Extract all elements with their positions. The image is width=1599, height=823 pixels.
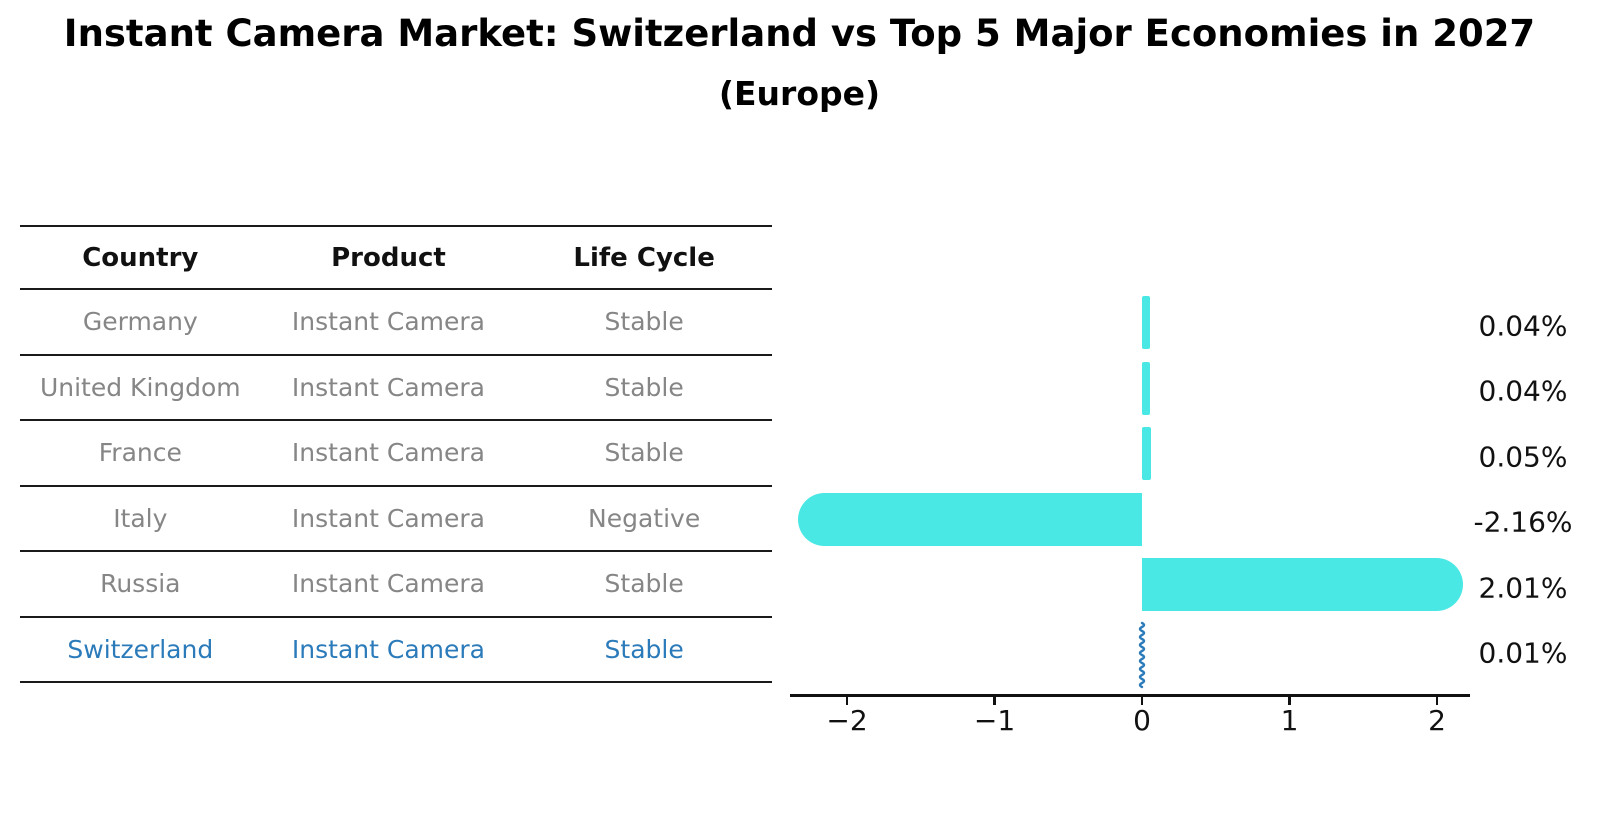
- table-row-france: France Instant Camera Stable: [20, 421, 772, 487]
- x-tick-label-2: 2: [1428, 704, 1446, 737]
- cell-country: Germany: [82, 307, 198, 336]
- chart-title: Instant Camera Market: Switzerland vs To…: [63, 12, 1536, 55]
- table-row-russia: Russia Instant Camera Stable: [20, 552, 772, 618]
- bar-france: [1142, 427, 1152, 481]
- cell-product: Instant Camera: [291, 438, 485, 467]
- x-tick--2: [845, 696, 849, 705]
- chart-subtitle: (Europe): [718, 74, 881, 113]
- x-tick-label-0: 0: [1133, 704, 1151, 737]
- bar-germany: [1142, 296, 1150, 350]
- cell-life-cycle: Stable: [604, 569, 684, 598]
- cell-life-cycle: Stable: [604, 438, 684, 467]
- x-tick-1: [1288, 696, 1291, 705]
- cell-life-cycle: Negative: [588, 503, 701, 533]
- x-tick-0: [1140, 696, 1144, 705]
- cell-product: Instant Camera: [291, 634, 485, 664]
- table-row-united-kingdom: United Kingdom Instant Camera Stable: [20, 356, 772, 421]
- table-body: Germany Instant Camera Stable United Kingdo…: [20, 290, 772, 683]
- value-label-switzerland: 0.01%: [1478, 636, 1568, 670]
- value-label-italy: -2.16%: [1473, 505, 1573, 539]
- cell-country: France: [98, 438, 182, 467]
- cell-country: Russia: [100, 569, 181, 598]
- cell-life-cycle: Stable: [604, 372, 684, 402]
- table-header-life-cycle: Life Cycle: [573, 242, 715, 273]
- table-header-product: Product: [331, 242, 446, 273]
- value-label-united-kingdom: 0.04%: [1478, 374, 1568, 408]
- table-row-italy: Italy Instant Camera Negative: [20, 487, 772, 552]
- cell-product: Instant Camera: [291, 569, 485, 598]
- bar-switzerland-squiggle: [1138, 621, 1146, 688]
- value-label-russia: 2.01%: [1478, 571, 1568, 605]
- table-row-germany: Germany Instant Camera Stable: [20, 290, 772, 356]
- cell-product: Instant Camera: [291, 372, 485, 402]
- value-label-germany: 0.04%: [1478, 309, 1568, 343]
- x-axis-line: [790, 694, 1470, 697]
- cell-life-cycle: Stable: [604, 634, 684, 664]
- cell-product: Instant Camera: [291, 307, 485, 336]
- country-table: Country Product Life Cycle Germany Instan…: [20, 225, 772, 683]
- value-label-france: 0.05%: [1478, 440, 1568, 474]
- cell-product: Instant Camera: [291, 503, 485, 533]
- cell-country: Switzerland: [67, 634, 214, 664]
- bar-russia: [1142, 558, 1464, 612]
- table-header-country: Country: [82, 242, 199, 273]
- x-tick--1: [993, 696, 996, 705]
- x-tick-label-1: 1: [1280, 704, 1299, 737]
- x-tick-2: [1435, 696, 1439, 705]
- squiggle-path: [1138, 621, 1146, 688]
- cell-country: Italy: [113, 503, 168, 533]
- table-header-row: Country Product Life Cycle: [20, 227, 772, 290]
- cell-life-cycle: Stable: [604, 307, 684, 336]
- bar-italy: [798, 492, 1142, 546]
- bar-united-kingdom: [1142, 361, 1150, 415]
- cell-country: United Kingdom: [39, 372, 241, 402]
- table-row-switzerland: Switzerland Instant Camera Stable: [20, 618, 772, 683]
- x-tick-label--2: −2: [826, 704, 868, 737]
- x-tick-label--1: −1: [973, 704, 1016, 737]
